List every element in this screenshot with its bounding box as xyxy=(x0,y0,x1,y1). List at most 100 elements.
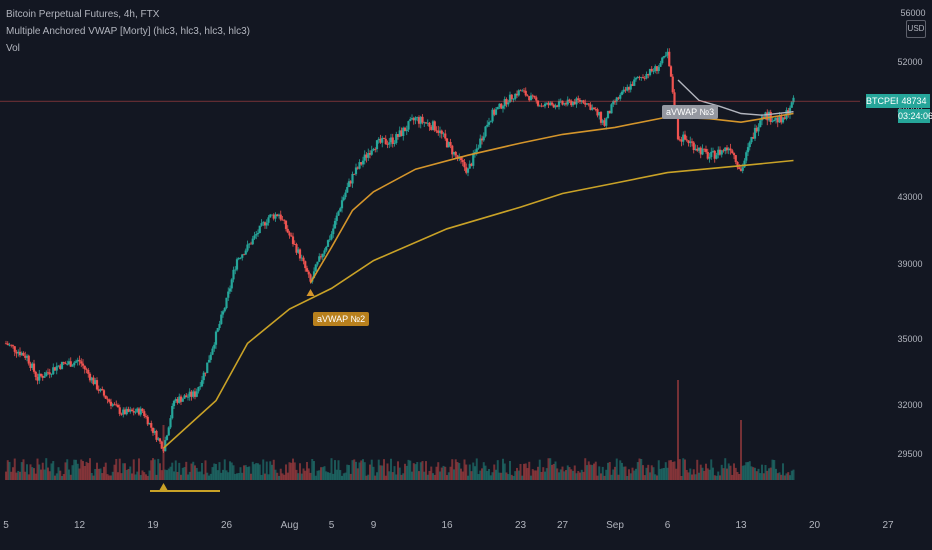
volume-bar xyxy=(713,475,716,480)
volume-bar xyxy=(104,462,107,480)
volume-bar xyxy=(64,462,67,480)
candle-body xyxy=(64,363,67,365)
candle-body xyxy=(312,271,316,279)
volume-bar xyxy=(738,473,741,480)
volume-bar xyxy=(325,471,328,480)
candle-body xyxy=(661,57,664,64)
candle-body xyxy=(535,97,538,101)
candle-body xyxy=(773,119,776,122)
volume-bar xyxy=(790,470,793,480)
candle-body xyxy=(370,150,373,155)
volume-bar xyxy=(271,464,273,480)
volume-bar xyxy=(619,460,622,480)
volume-bar xyxy=(731,474,734,480)
candle-body xyxy=(111,404,114,406)
volume-bar xyxy=(292,458,294,480)
volume-bar xyxy=(404,463,406,480)
volume-bar xyxy=(549,458,552,480)
volume-bar xyxy=(314,475,317,480)
bar-countdown: 03:24:06 xyxy=(898,109,932,124)
candle-body xyxy=(587,103,590,105)
volume-bar xyxy=(409,460,412,480)
candle-body xyxy=(423,122,426,124)
vwap2-anchor-label[interactable]: aVWAP №2 xyxy=(313,312,370,326)
volume-bar xyxy=(26,464,28,480)
volume-bar xyxy=(15,472,18,480)
volume-bar xyxy=(157,458,160,480)
candle-body xyxy=(367,153,370,158)
volume-bar xyxy=(80,459,83,480)
candle-body xyxy=(314,264,317,272)
volume-bar xyxy=(54,475,56,480)
candle-body xyxy=(503,99,506,107)
candle-body xyxy=(179,396,183,402)
volume-bar xyxy=(55,473,58,480)
volume-bar xyxy=(559,469,562,480)
candle-body xyxy=(150,423,153,428)
candle-body xyxy=(127,408,130,412)
volume-bar xyxy=(526,468,529,480)
candle-body xyxy=(27,355,30,364)
candle-body xyxy=(141,408,144,412)
volume-bar xyxy=(701,467,704,480)
volume-bar xyxy=(71,465,74,480)
candle-body xyxy=(379,138,382,143)
volume-bar xyxy=(463,459,466,480)
volume-bar xyxy=(596,475,599,480)
volume-bar xyxy=(638,458,641,480)
volume-bar xyxy=(110,475,112,480)
candle-body xyxy=(4,343,8,345)
volume-bar xyxy=(162,425,165,480)
volume-bar xyxy=(237,473,240,480)
candle-body xyxy=(461,160,464,163)
indicator-title[interactable]: Multiple Anchored VWAP [Morty] (hlc3, hl… xyxy=(6,26,250,37)
volume-bar xyxy=(545,468,548,480)
volume-bar xyxy=(418,471,420,480)
candle-body xyxy=(636,76,639,79)
candle-body xyxy=(193,391,197,397)
candle-body xyxy=(122,409,125,415)
candle-body xyxy=(48,372,51,375)
y-tick-label: 43000 xyxy=(897,192,922,202)
volume-bar xyxy=(547,458,550,480)
volume-bar xyxy=(160,470,163,480)
candle-body xyxy=(710,151,713,157)
volume-bar xyxy=(328,472,331,480)
symbol-title[interactable]: Bitcoin Perpetual Futures, 4h, FTX xyxy=(6,9,160,20)
candle-body xyxy=(500,103,503,109)
volume-bar xyxy=(311,459,314,480)
volume-bar xyxy=(33,468,35,480)
volume-bar xyxy=(629,473,632,480)
volume-bar xyxy=(215,464,217,480)
volume-bar xyxy=(538,459,541,480)
currency-button[interactable]: USD xyxy=(906,20,926,38)
candle-body xyxy=(123,409,127,415)
volume-bar xyxy=(488,469,490,480)
volume-bar xyxy=(262,459,265,480)
candle-body xyxy=(557,101,561,107)
volume-bar xyxy=(202,474,205,480)
volume-bar xyxy=(125,469,128,480)
candle-body xyxy=(157,438,160,440)
volume-bar xyxy=(542,467,545,480)
candle-body xyxy=(447,142,450,148)
candle-body xyxy=(650,68,653,72)
vwap3-anchor-label[interactable]: aVWAP №3 xyxy=(662,105,719,119)
volume-bar xyxy=(10,471,13,480)
volume-bar xyxy=(402,473,405,480)
x-tick-label: 27 xyxy=(557,520,569,531)
volume-title[interactable]: Vol xyxy=(6,43,20,54)
volume-bar xyxy=(180,474,182,480)
volume-bar xyxy=(169,466,172,480)
candle-body xyxy=(344,192,347,198)
candle-body xyxy=(403,127,407,132)
candle-body xyxy=(402,127,405,136)
volume-bar xyxy=(19,471,21,480)
volume-bar xyxy=(437,462,440,480)
candle-body xyxy=(592,107,596,110)
volume-bar xyxy=(131,473,133,480)
candle-body xyxy=(97,389,100,391)
candle-body xyxy=(718,149,722,155)
volume-bar xyxy=(108,475,111,480)
